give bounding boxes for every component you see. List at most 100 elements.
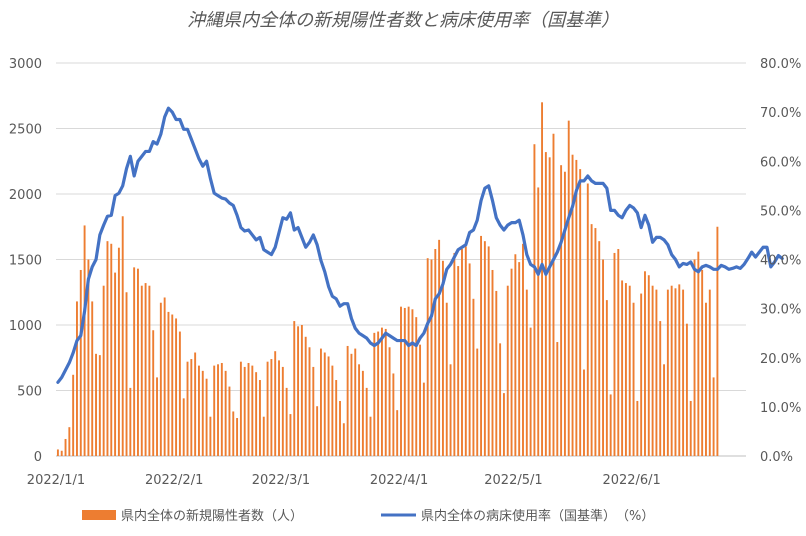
bar bbox=[87, 259, 90, 456]
bar bbox=[621, 280, 624, 456]
bar bbox=[369, 416, 372, 456]
bar bbox=[434, 249, 437, 456]
bar bbox=[159, 302, 162, 456]
bar bbox=[228, 386, 231, 456]
bar bbox=[194, 352, 197, 456]
bar bbox=[297, 326, 300, 456]
right-tick-label: 50.0% bbox=[760, 204, 801, 219]
x-axis-ticks: 2022/1/1 2022/2/1 2022/3/1 2022/4/1 2022/5/1… bbox=[27, 473, 661, 488]
bar bbox=[476, 348, 479, 456]
bar bbox=[236, 418, 239, 456]
bar bbox=[426, 258, 429, 456]
bar bbox=[339, 400, 341, 456]
bar bbox=[674, 288, 677, 456]
bar bbox=[411, 309, 414, 456]
left-tick-label: 2500 bbox=[9, 123, 42, 138]
bar bbox=[300, 325, 303, 456]
bar bbox=[293, 321, 296, 456]
bar bbox=[441, 260, 444, 456]
bar bbox=[624, 283, 627, 456]
bar bbox=[117, 247, 120, 456]
right-tick-label: 0.0% bbox=[760, 450, 793, 465]
bar bbox=[312, 366, 315, 456]
bar bbox=[682, 289, 685, 456]
bar bbox=[217, 364, 219, 456]
bar bbox=[350, 353, 353, 456]
bar bbox=[708, 289, 711, 456]
bar bbox=[544, 152, 547, 456]
bar bbox=[419, 344, 422, 456]
bar bbox=[422, 382, 425, 456]
bar bbox=[76, 301, 78, 456]
x-tick-label: 2022/4/1 bbox=[370, 473, 428, 488]
bar bbox=[278, 360, 280, 456]
bar bbox=[133, 267, 136, 456]
bar bbox=[480, 235, 483, 456]
bar bbox=[716, 226, 719, 456]
right-tick-label: 60.0% bbox=[760, 155, 801, 170]
bar bbox=[125, 292, 128, 456]
bar bbox=[346, 345, 349, 456]
bar bbox=[651, 285, 654, 456]
bar bbox=[319, 348, 322, 456]
bar bbox=[388, 347, 391, 456]
bar bbox=[461, 249, 463, 456]
bar bbox=[190, 359, 193, 456]
bar bbox=[632, 302, 635, 456]
bar bbox=[205, 378, 208, 456]
bar bbox=[609, 394, 612, 456]
bar bbox=[60, 450, 63, 456]
bar bbox=[361, 370, 364, 456]
bar bbox=[220, 362, 223, 456]
bar-series bbox=[56, 102, 719, 457]
bar bbox=[552, 133, 555, 457]
bar bbox=[213, 365, 216, 456]
bar bbox=[68, 427, 71, 456]
bar bbox=[468, 263, 471, 456]
left-tick-label: 0 bbox=[34, 450, 42, 465]
bar bbox=[438, 239, 441, 456]
bar bbox=[384, 328, 387, 456]
bar bbox=[64, 438, 67, 456]
bed-usage-line bbox=[56, 106, 784, 384]
bar bbox=[701, 269, 704, 456]
bar bbox=[563, 171, 566, 457]
bar bbox=[644, 271, 646, 456]
bar bbox=[198, 365, 200, 456]
bar bbox=[583, 369, 585, 456]
bar bbox=[457, 266, 460, 456]
bar bbox=[327, 356, 330, 456]
bar bbox=[95, 353, 97, 456]
bar bbox=[510, 268, 513, 456]
bar bbox=[106, 241, 109, 456]
left-tick-label: 500 bbox=[17, 385, 42, 400]
bar bbox=[579, 169, 582, 457]
bar bbox=[308, 347, 311, 456]
bar bbox=[209, 416, 212, 456]
left-tick-label: 3000 bbox=[9, 57, 42, 72]
x-tick-label: 2022/6/1 bbox=[602, 473, 660, 488]
bar bbox=[152, 330, 155, 456]
right-tick-label: 80.0% bbox=[760, 57, 801, 72]
bar bbox=[83, 225, 86, 456]
bar bbox=[251, 365, 254, 456]
bar bbox=[705, 302, 707, 456]
bar bbox=[525, 289, 528, 456]
bar bbox=[239, 361, 242, 456]
bar bbox=[571, 154, 574, 456]
bar bbox=[323, 352, 326, 456]
bar bbox=[224, 370, 227, 456]
bar bbox=[270, 359, 273, 456]
bar bbox=[663, 364, 665, 456]
bar bbox=[396, 410, 399, 456]
bar bbox=[514, 254, 517, 456]
right-tick-label: 20.0% bbox=[760, 352, 801, 367]
bar bbox=[518, 262, 521, 456]
bar bbox=[247, 362, 250, 456]
bar bbox=[285, 387, 288, 456]
bar bbox=[262, 416, 265, 456]
bar bbox=[121, 216, 124, 456]
bar bbox=[171, 314, 174, 456]
x-tick-label: 2022/3/1 bbox=[252, 473, 310, 488]
